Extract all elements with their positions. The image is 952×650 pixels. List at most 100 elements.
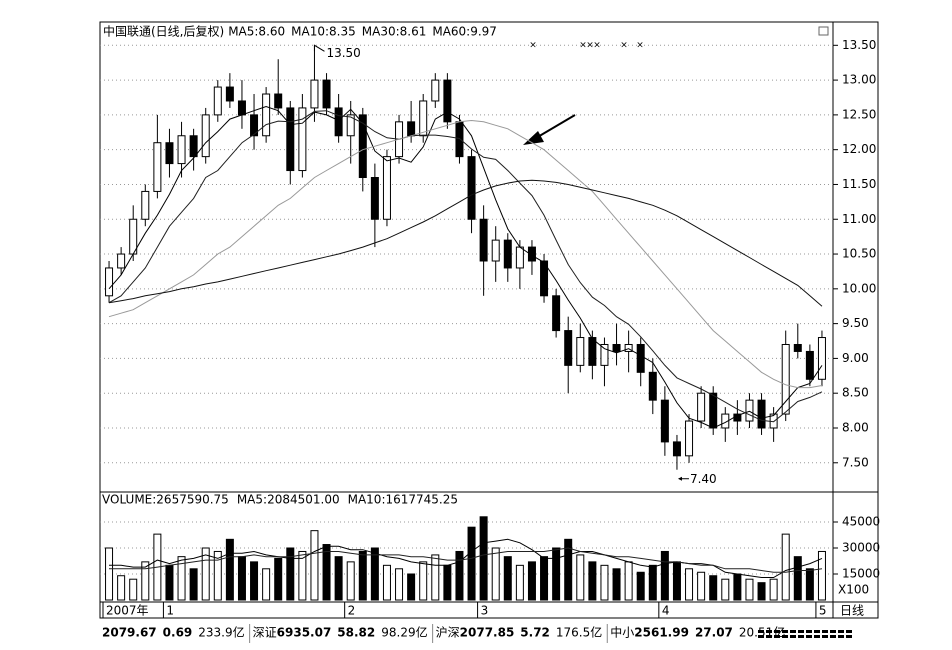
event-marker: ×: [593, 41, 601, 51]
volume-bar: [286, 547, 295, 601]
status-icon: [766, 635, 772, 638]
status-icon: [782, 635, 788, 638]
candle-body: [709, 392, 718, 429]
x-tick-label: 3: [481, 604, 489, 618]
candle-body: [213, 86, 222, 116]
volume-bar: [334, 556, 343, 601]
status-icon: [814, 635, 820, 638]
chart-title: 中国联通(日线,后复权): [103, 24, 224, 39]
candle-body: [455, 121, 464, 158]
volume-bar: [769, 578, 778, 601]
candle-body: [817, 337, 826, 380]
volume-bar: [709, 575, 718, 601]
candle-body: [805, 350, 814, 380]
volume-bar: [225, 538, 234, 601]
candle-body: [237, 100, 246, 116]
volume-bar: [588, 561, 597, 601]
candle-body: [141, 190, 150, 220]
y-tick-label: 8.00: [842, 420, 869, 434]
candle-body: [781, 343, 790, 415]
status-change: 58.82: [337, 626, 375, 640]
status-change: 27.07: [695, 626, 733, 640]
status-icon: [846, 635, 852, 638]
candle-body: [225, 86, 234, 102]
y-tick-label: 9.50: [842, 316, 869, 330]
candle-body: [286, 107, 295, 172]
candle-body: [685, 420, 694, 457]
status-icon: [790, 635, 796, 638]
volume-bar: [721, 578, 730, 601]
candle-body: [262, 93, 271, 137]
candle-body: [322, 79, 331, 109]
volume-bar: [310, 530, 319, 601]
status-icon: [822, 630, 828, 633]
legend-entry: MA5:2084501.00: [237, 493, 340, 507]
legend-entry: MA5:8.60: [228, 25, 285, 39]
status-change: 0.69: [163, 626, 193, 640]
candle-body: [624, 343, 633, 352]
event-marker: ×: [579, 41, 587, 51]
volume-bar: [552, 547, 561, 601]
candle-body: [648, 371, 657, 401]
status-icon: [758, 635, 764, 638]
y-tick-label: 9.00: [842, 351, 869, 365]
status-icon: [806, 630, 812, 633]
x-tick-label: 5: [819, 604, 827, 618]
candle-body: [467, 156, 476, 220]
volume-bar: [419, 561, 428, 601]
volume-bar: [455, 550, 464, 601]
volume-bar: [213, 550, 222, 601]
legend-entry: MA10:1617745.25: [348, 493, 458, 507]
volume-bar: [443, 564, 452, 601]
status-icon: [830, 635, 836, 638]
volume-bar: [431, 554, 440, 601]
candle-body: [334, 107, 343, 137]
candle-body: [153, 142, 162, 192]
candle-body: [250, 114, 259, 137]
candle-body: [370, 177, 379, 220]
volume-bar: [105, 547, 114, 601]
status-index: 2561.99: [634, 626, 689, 640]
candle-body: [576, 337, 585, 366]
y-tick-label: 10.00: [842, 281, 876, 295]
volume-bar: [250, 561, 259, 601]
candle-body: [552, 295, 561, 332]
window-icon[interactable]: [818, 26, 829, 36]
candle-body: [382, 156, 391, 220]
legend-entry: MA60:9.97: [432, 25, 497, 39]
status-icon: [846, 630, 852, 633]
event-marker: ×: [529, 41, 537, 51]
x-tick-label: 1: [166, 604, 174, 618]
candle-body: [636, 343, 645, 373]
y-tick-label: 13.50: [842, 38, 876, 52]
volume-bar: [793, 556, 802, 601]
volume-bar: [491, 547, 500, 601]
volume-bar: [346, 561, 355, 601]
status-icon: [822, 635, 828, 638]
volume-bar: [382, 564, 391, 601]
y-tick-label: 11.50: [842, 177, 876, 191]
status-change: 5.72: [520, 626, 550, 640]
volume-bar: [515, 564, 524, 601]
y-tick-label: 8.50: [842, 386, 869, 400]
y-tick-label: 30000: [842, 540, 880, 554]
volume-bar: [129, 578, 138, 601]
y-tick-label: 10.50: [842, 247, 876, 261]
candle-body: [588, 337, 597, 366]
frame: [99, 21, 879, 619]
y-tick-label: 13.00: [842, 73, 876, 87]
candle-body: [358, 114, 367, 179]
volume-bar: [685, 568, 694, 601]
status-icon: [790, 630, 796, 633]
status-icon: [766, 630, 772, 633]
candle-body: [672, 441, 681, 457]
status-icon: [806, 635, 812, 638]
annotation-arrow: [313, 44, 325, 52]
x-tick-label: 4: [662, 604, 670, 618]
ma-line: [109, 547, 823, 573]
status-bar: [249, 624, 608, 643]
volume-bar: [697, 571, 706, 601]
volume-bar: [624, 561, 633, 601]
unit-label: X100: [838, 583, 869, 597]
candle-body: [310, 79, 319, 109]
